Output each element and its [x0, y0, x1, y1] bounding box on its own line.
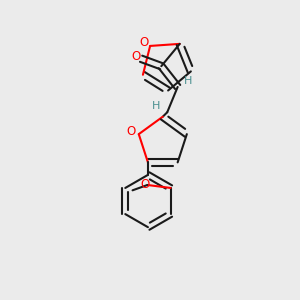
Text: O: O [140, 178, 150, 191]
Text: H: H [152, 101, 161, 111]
Text: O: O [140, 36, 149, 49]
Text: O: O [131, 50, 140, 63]
Text: O: O [127, 125, 136, 138]
Text: H: H [184, 76, 193, 86]
